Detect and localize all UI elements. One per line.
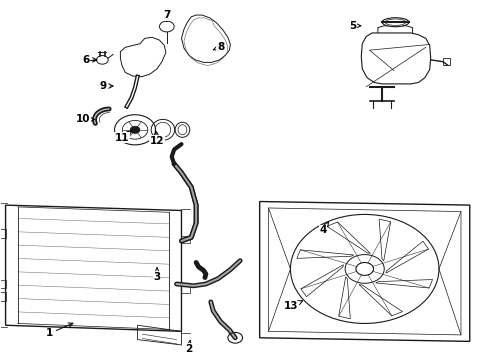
Text: 11: 11 [115, 131, 132, 143]
Text: 7: 7 [163, 10, 171, 21]
Text: 5: 5 [349, 21, 361, 31]
Ellipse shape [382, 18, 409, 27]
Text: 6: 6 [83, 55, 97, 65]
Text: 12: 12 [150, 131, 164, 145]
Text: 3: 3 [153, 268, 161, 282]
Text: 9: 9 [100, 81, 113, 91]
Text: 8: 8 [213, 42, 224, 52]
Text: 4: 4 [319, 222, 328, 235]
Text: 10: 10 [75, 114, 95, 124]
Text: 2: 2 [185, 340, 193, 354]
Circle shape [130, 126, 140, 134]
Text: 1: 1 [46, 323, 73, 338]
Circle shape [356, 262, 373, 275]
Text: 13: 13 [284, 301, 303, 311]
